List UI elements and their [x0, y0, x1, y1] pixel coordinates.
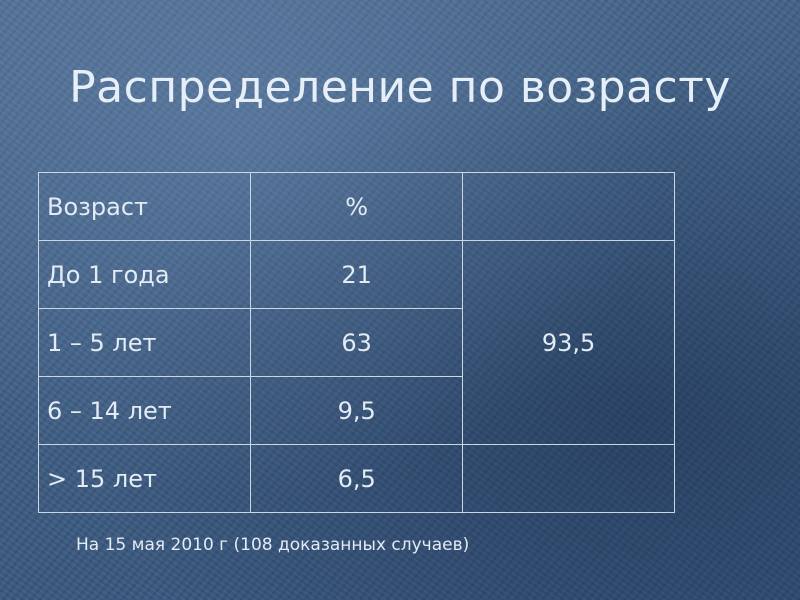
- table-row: > 15 лет 6,5: [37, 444, 675, 513]
- table-row: До 1 года 21 93,5: [37, 240, 675, 445]
- percent-cell: 9,5: [250, 376, 464, 445]
- percent-cell: 6,5: [250, 444, 464, 513]
- age-cell: 6 – 14 лет: [37, 376, 252, 445]
- header-age: Возраст: [37, 172, 252, 241]
- age-cell: 1 – 5 лет: [37, 308, 252, 377]
- header-percent: %: [250, 172, 464, 241]
- table-header-row: Возраст %: [37, 172, 675, 241]
- slide-title: Распределение по возрасту: [69, 62, 731, 113]
- empty-cell: [462, 444, 675, 513]
- age-cell: > 15 лет: [37, 444, 252, 513]
- age-distribution-table: Возраст % До 1 года 21 93,5 1 – 5 лет 63…: [37, 172, 675, 513]
- age-cell: До 1 года: [37, 240, 252, 309]
- percent-cell: 63: [250, 308, 464, 377]
- header-empty: [462, 172, 675, 241]
- footnote: На 15 мая 2010 г (108 доказанных случаев…: [76, 535, 470, 555]
- table-row: 1 – 5 лет 63: [37, 308, 675, 377]
- merged-total-cell: 93,5: [462, 240, 675, 445]
- percent-cell: 21: [250, 240, 464, 309]
